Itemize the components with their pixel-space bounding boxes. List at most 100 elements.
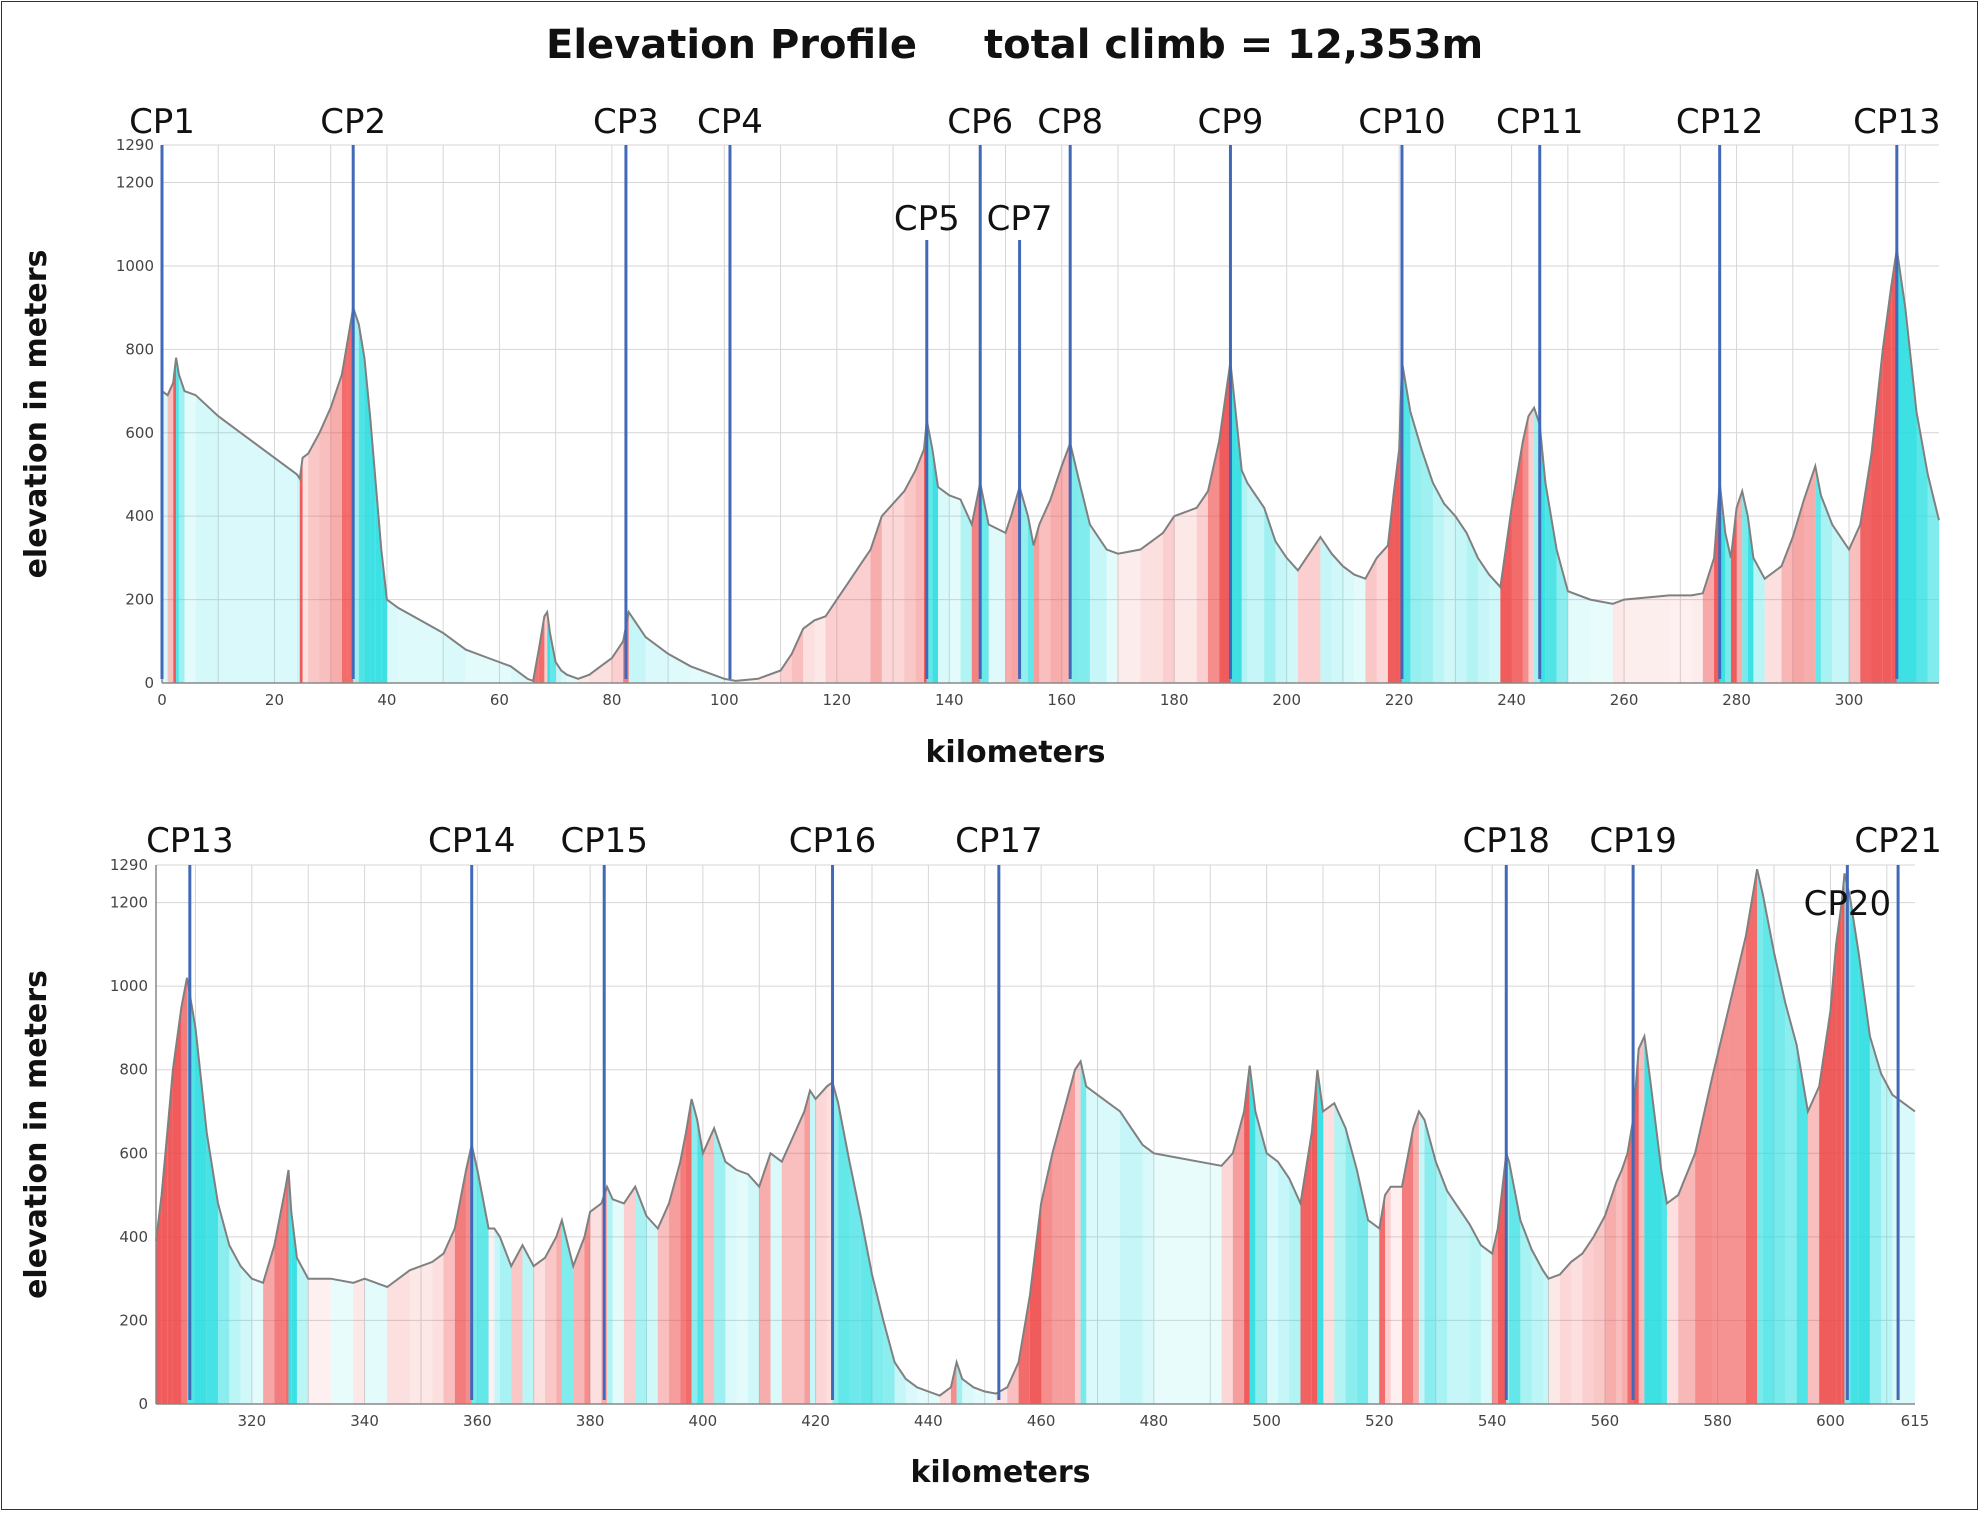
checkpoint-label: CP2 [320, 102, 386, 142]
slope-segment [1695, 1078, 1713, 1404]
slope-segment [1869, 1036, 1882, 1404]
slope-segment [1621, 1153, 1628, 1404]
slope-segment [607, 1186, 613, 1404]
slope-segment [398, 607, 421, 683]
slope-segment [573, 1236, 585, 1404]
checkpoint-label: CP21 [1854, 821, 1942, 861]
y-axis-title: elevation in meters [19, 970, 54, 1299]
slope-segment [1247, 482, 1253, 683]
checkpoint-label: CP5 [894, 199, 960, 239]
slope-segment [980, 482, 989, 683]
slope-segment [1061, 443, 1071, 683]
slope-segment [296, 474, 300, 683]
x-tick-label: 220 [1385, 691, 1414, 709]
slope-segment [381, 549, 387, 683]
chart-title-right: total climb = 12,353m [984, 22, 1483, 68]
slope-segment [555, 662, 562, 683]
x-tick-label: 40 [377, 691, 396, 709]
slope-segment [1264, 507, 1276, 683]
x-tick-label: 180 [1160, 691, 1189, 709]
y-tick-label: 1290 [110, 856, 148, 874]
slope-segment [1582, 1236, 1594, 1404]
checkpoint-label: CP19 [1589, 821, 1677, 861]
slope-segment [511, 1245, 523, 1404]
slope-segment [1466, 532, 1478, 683]
slope-segment [167, 382, 174, 683]
x-tick-label: 240 [1497, 691, 1526, 709]
slope-segment [499, 1236, 512, 1404]
slope-segment [263, 1245, 275, 1404]
slope-segment [1644, 1036, 1651, 1404]
slope-segment [443, 632, 466, 683]
slope-segment [477, 1170, 489, 1404]
slope-segment [218, 416, 241, 683]
slope-segment [635, 1186, 647, 1404]
y-tick-label: 200 [125, 591, 154, 609]
x-tick-label: 600 [1816, 1412, 1845, 1430]
slope-segment [697, 1119, 703, 1404]
slope-segment [1916, 411, 1928, 683]
slope-segment [1807, 1086, 1820, 1404]
slope-segment [240, 1266, 252, 1404]
slope-segment [1277, 1161, 1290, 1404]
slope-segment [1300, 1132, 1312, 1404]
slope-segment [1297, 553, 1310, 683]
slope-segment [1500, 507, 1512, 683]
slope-segment [370, 416, 376, 683]
slope-segment [1531, 1249, 1543, 1404]
slope-segment [409, 1261, 433, 1404]
slope-segment [971, 482, 981, 683]
slope-segment [195, 395, 219, 683]
slope-segment [872, 1274, 884, 1404]
x-tick-label: 500 [1252, 1412, 1281, 1430]
x-tick-label: 280 [1722, 691, 1751, 709]
slope-segment [1841, 873, 1845, 1404]
slope-segment [1153, 1153, 1177, 1404]
slope-segment [894, 1362, 906, 1404]
slope-segment [1385, 1186, 1391, 1404]
slope-segment [759, 1153, 771, 1404]
slope-segment [285, 1170, 289, 1404]
slope-segment [1712, 1007, 1729, 1404]
slope-segment [1796, 1044, 1808, 1404]
slope-segment [646, 1215, 658, 1404]
slope-segment [161, 1132, 168, 1404]
slope-segment [1131, 1128, 1143, 1404]
x-tick-label: 120 [822, 691, 851, 709]
y-tick-label: 1000 [110, 977, 148, 995]
slope-segment [1410, 411, 1422, 683]
slope-segment [1725, 532, 1731, 683]
slope-segment [1458, 1207, 1470, 1404]
slope-segment [1356, 1170, 1369, 1404]
slope-segment [1387, 495, 1394, 683]
slope-segment [1424, 1119, 1436, 1404]
slope-segment [849, 1161, 861, 1404]
x-axis-title: kilometers [910, 1455, 1090, 1490]
checkpoint-label: CP17 [955, 821, 1043, 861]
slope-segment [1108, 1103, 1121, 1404]
slope-segment [1896, 249, 1906, 684]
slope-segment [386, 599, 399, 683]
slope-segment [1142, 1144, 1154, 1404]
slope-segment [1236, 416, 1242, 683]
slope-segment [330, 1278, 354, 1404]
slope-segment [691, 1098, 698, 1404]
slope-segment [725, 1161, 737, 1404]
slope-segment [288, 1170, 292, 1404]
slope-segment [836, 582, 849, 683]
slope-segment [1511, 441, 1523, 683]
slope-segment [1509, 1161, 1521, 1404]
x-tick-label: 560 [1591, 1412, 1620, 1430]
slope-segment [804, 1090, 810, 1404]
slope-segment [960, 499, 972, 683]
slope-segment [1542, 1270, 1549, 1404]
y-tick-label: 1000 [116, 257, 154, 275]
slope-segment [1219, 361, 1231, 683]
slope-segment [680, 1132, 686, 1404]
slope-segment [308, 432, 320, 683]
slope-segment [714, 1128, 726, 1404]
slope-segment [1019, 486, 1029, 683]
slope-segment [1074, 1061, 1081, 1404]
x-tick-label: 520 [1365, 1412, 1394, 1430]
